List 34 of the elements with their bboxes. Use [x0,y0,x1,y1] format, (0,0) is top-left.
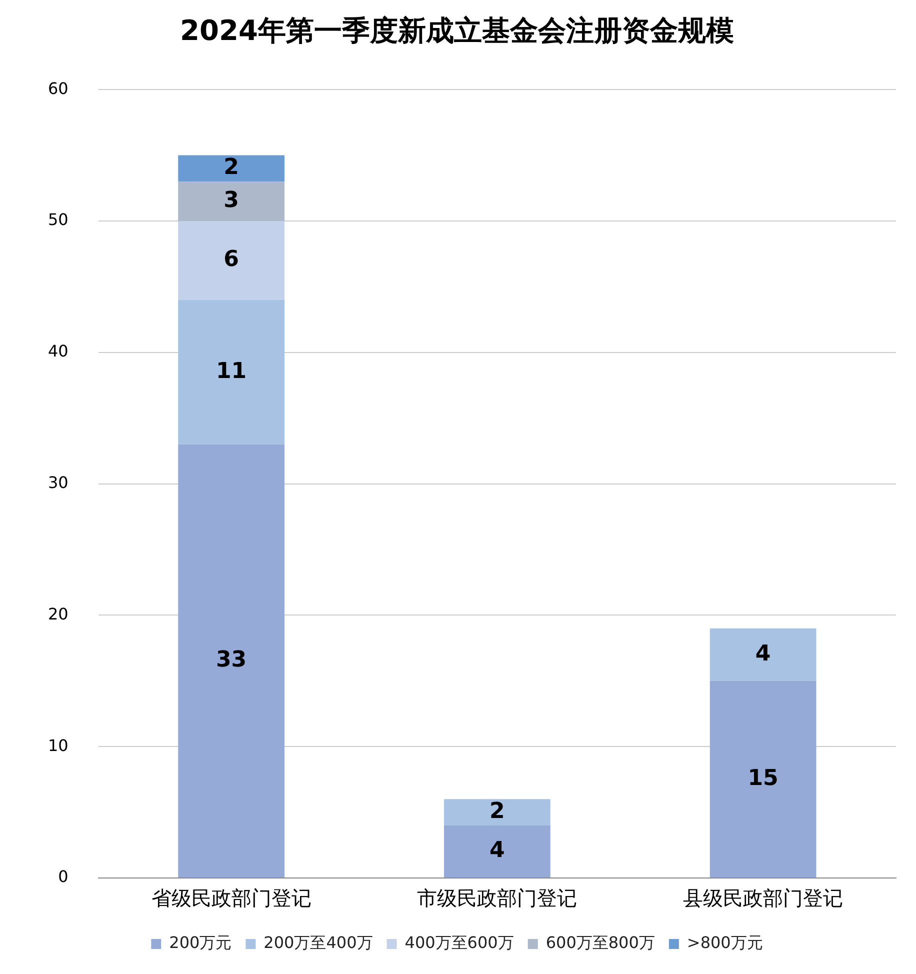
data-label: 3 [224,188,239,214]
data-label: 33 [216,648,247,673]
x-tick-label: 市级民政部门登记 [417,886,578,910]
bar [444,825,550,878]
data-label: 6 [224,247,239,272]
legend-label: 600万至800万 [546,933,655,952]
legend-label: 200万元 [169,933,232,952]
x-tick-label: 县级民政部门登记 [683,886,844,910]
legend-label: >800万元 [686,933,763,952]
bar [444,799,550,826]
y-tick-label: 10 [48,736,68,755]
x-tick-label: 省级民政部门登记 [151,886,312,910]
bar [178,444,284,878]
bar [710,628,816,681]
bar [178,221,284,300]
data-label: 4 [755,641,771,666]
y-tick-label: 40 [48,342,68,361]
legend-label: 200万至400万 [264,933,373,952]
y-tick-label: 20 [48,604,68,624]
data-label: 2 [224,155,239,180]
legend-label: 400万至600万 [404,933,514,952]
bar [710,680,816,878]
bar [178,182,284,221]
data-label: 15 [748,766,778,791]
chart-title: 2024年第一季度新成立基金会注册资金规模 [180,14,734,48]
bar [178,155,284,182]
bar [178,300,284,444]
data-label: 11 [216,358,247,384]
y-tick-label: 50 [48,210,68,230]
y-tick-label: 60 [48,78,68,98]
y-tick-label: 30 [48,472,68,492]
data-label: 2 [490,799,505,824]
y-tick-label: 0 [58,867,68,886]
data-label: 4 [490,838,505,864]
